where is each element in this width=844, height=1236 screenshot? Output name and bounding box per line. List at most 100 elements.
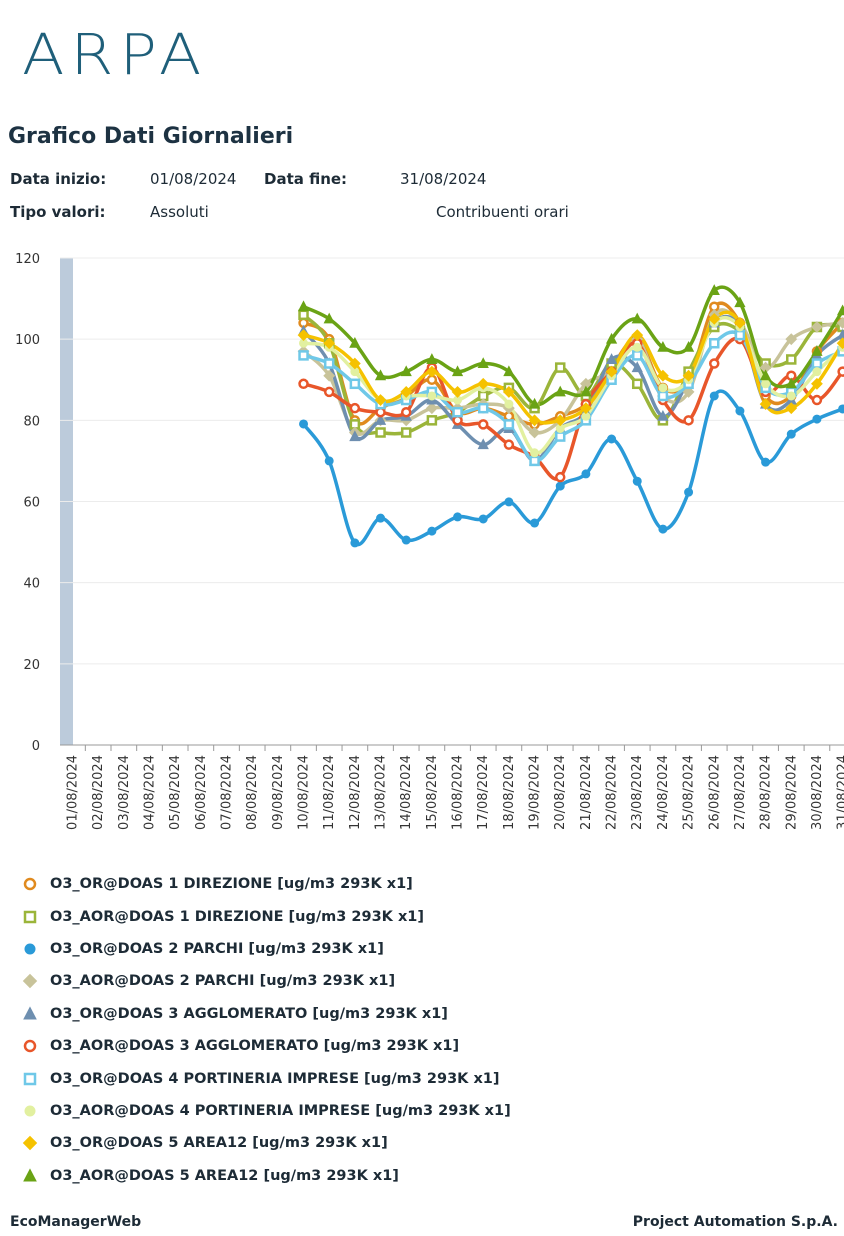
legend-icon xyxy=(23,1168,37,1182)
marker xyxy=(761,457,771,467)
marker xyxy=(349,430,361,442)
marker xyxy=(682,369,695,382)
y-tick-label: 80 xyxy=(23,414,40,429)
start-value: 01/08/2024 xyxy=(150,170,237,188)
marker xyxy=(298,309,309,321)
x-tick-label: 04/08/2024 xyxy=(143,755,158,830)
marker xyxy=(299,419,309,429)
marker xyxy=(658,524,668,534)
marker xyxy=(477,357,489,369)
marker xyxy=(451,365,464,377)
marker xyxy=(811,321,823,333)
marker xyxy=(682,386,695,398)
legend-item: O3_OR@DOAS 3 AGGLOMERATO [ug/m3 293K x1] xyxy=(22,998,511,1030)
marker xyxy=(400,386,413,398)
marker xyxy=(348,357,361,370)
marker xyxy=(554,385,566,397)
legend-label: O3_OR@DOAS 5 AREA12 [ug/m3 293K x1] xyxy=(50,1135,388,1152)
marker xyxy=(529,455,540,467)
marker xyxy=(708,284,720,295)
marker xyxy=(298,350,309,361)
marker xyxy=(400,427,412,438)
marker xyxy=(632,476,642,486)
marker xyxy=(323,312,335,324)
marker xyxy=(554,414,567,427)
legend-item: O3_AOR@DOAS 2 PARCHI [ug/m3 293K x1] xyxy=(22,965,511,997)
marker xyxy=(734,296,746,308)
marker xyxy=(684,487,694,497)
marker xyxy=(786,391,796,401)
marker xyxy=(24,943,36,955)
marker xyxy=(683,415,694,426)
marker xyxy=(785,377,797,389)
marker xyxy=(759,369,772,381)
marker xyxy=(477,438,489,450)
marker xyxy=(453,512,463,522)
marker xyxy=(811,358,823,369)
marker xyxy=(426,353,438,364)
legend-label: O3_OR@DOAS 4 PORTINERIA IMPRESE [ug/m3 2… xyxy=(50,1070,500,1087)
marker xyxy=(451,386,464,398)
x-tick-label: 10/08/2024 xyxy=(297,755,312,830)
marker xyxy=(812,414,822,424)
chart: 0 20 40 60 80 100 120 01/08/2024 02/08/2024 03/08… xyxy=(15,252,844,830)
marker xyxy=(735,406,745,416)
x-tick-label: 18/08/2024 xyxy=(502,755,517,830)
x-tick-label: 26/08/2024 xyxy=(707,755,722,830)
legend-label: O3_AOR@DOAS 5 AREA12 [ug/m3 293K x1] xyxy=(50,1167,399,1184)
marker xyxy=(503,365,515,377)
marker xyxy=(607,434,617,444)
marker xyxy=(425,402,438,415)
x-tick-label: 01/08/2024 xyxy=(66,755,81,830)
marker xyxy=(477,402,489,414)
x-tick-label: 03/08/2024 xyxy=(117,755,132,830)
marker xyxy=(375,406,386,418)
type-value: Assoluti xyxy=(150,203,209,221)
x-tick-label: 24/08/2024 xyxy=(656,755,671,830)
marker xyxy=(709,337,720,349)
marker xyxy=(812,367,822,377)
marker xyxy=(323,337,336,350)
marker xyxy=(427,391,437,401)
x-tick-label: 05/08/2024 xyxy=(168,755,183,830)
marker xyxy=(323,386,335,398)
marker xyxy=(785,333,798,346)
start-label: Data inizio: xyxy=(10,170,107,188)
marker xyxy=(579,402,592,415)
marker xyxy=(554,431,566,442)
marker xyxy=(759,398,772,411)
legend-item: O3_OR@DOAS 2 PARCHI [ug/m3 293K x1] xyxy=(22,933,511,965)
marker xyxy=(554,362,566,373)
legend-icon xyxy=(23,1006,37,1020)
series-line xyxy=(303,310,844,425)
marker xyxy=(374,369,387,381)
legend-icon xyxy=(24,1105,36,1117)
marker xyxy=(734,317,746,329)
x-tick-label: 22/08/2024 xyxy=(605,755,620,830)
marker xyxy=(837,366,844,377)
legend-icon xyxy=(23,1072,37,1085)
legend-item: O3_OR@DOAS 1 DIREZIONE [ug/m3 293K x1] xyxy=(22,868,511,900)
end-label: Data fine: xyxy=(264,170,348,188)
marker xyxy=(502,386,515,398)
marker xyxy=(323,369,336,382)
marker xyxy=(554,471,566,483)
x-tick-label: 28/08/2024 xyxy=(759,755,774,830)
x-tick-label: 31/08/2024 xyxy=(836,755,844,830)
marker xyxy=(23,1168,37,1182)
y-tick-label: 20 xyxy=(23,658,40,673)
x-tick-label: 21/08/2024 xyxy=(579,755,594,830)
x-tick-label: 17/08/2024 xyxy=(476,755,491,830)
x-tick-label: 20/08/2024 xyxy=(553,755,568,830)
logo: ARPA xyxy=(22,21,208,88)
marker xyxy=(23,1072,37,1085)
marker xyxy=(631,312,643,324)
y-tick-label: 60 xyxy=(23,496,40,511)
footer-left: EcoManagerWeb xyxy=(10,1214,142,1230)
marker xyxy=(504,497,514,507)
x-tick-label: 14/08/2024 xyxy=(399,755,414,830)
legend-item: O3_OR@DOAS 5 AREA12 [ug/m3 293K x1] xyxy=(22,1127,511,1159)
marker xyxy=(477,377,490,390)
legend-label: O3_AOR@DOAS 1 DIREZIONE [ug/m3 293K x1] xyxy=(50,908,425,925)
marker xyxy=(528,426,541,439)
